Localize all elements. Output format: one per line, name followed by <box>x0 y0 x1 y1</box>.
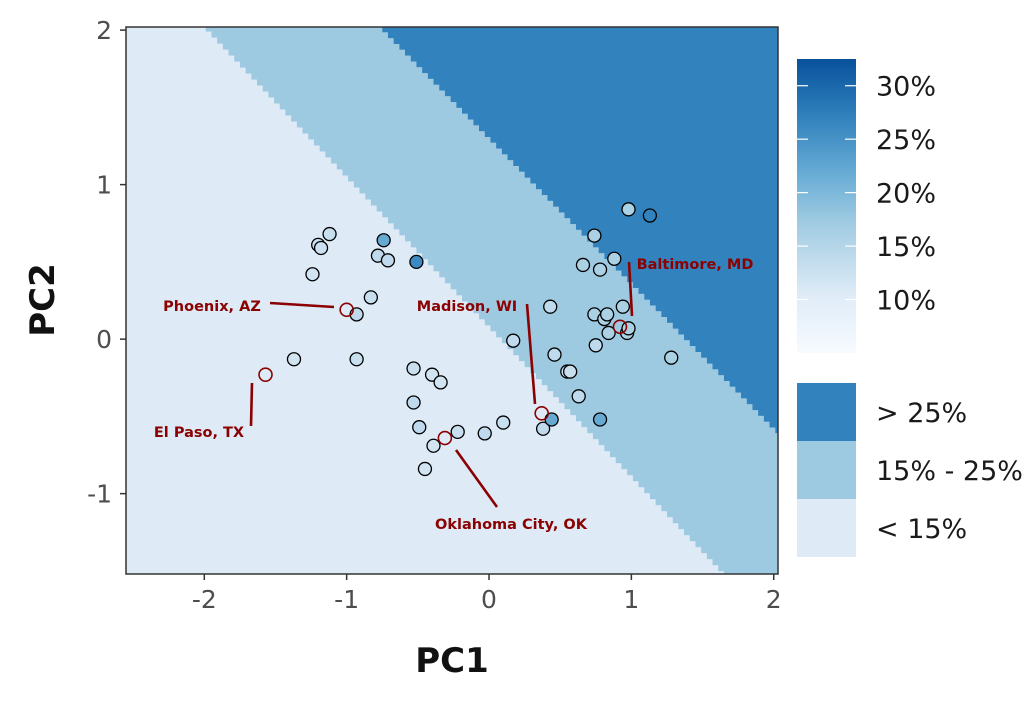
plot-border <box>125 26 779 575</box>
data-point <box>621 202 636 217</box>
band-mid <box>126 27 778 574</box>
data-point <box>406 361 421 376</box>
discrete-legend-label: > 25% <box>876 398 967 429</box>
data-point <box>544 412 559 427</box>
data-point <box>592 262 608 277</box>
discrete-legend-label: 15% - 25% <box>876 456 1023 487</box>
x-tick-label: 0 <box>481 585 497 614</box>
data-point <box>417 461 433 477</box>
data-point <box>506 333 521 348</box>
data-point <box>601 325 616 341</box>
data-point <box>664 350 679 365</box>
city-point <box>534 405 549 421</box>
data-point <box>607 251 622 266</box>
continuous-legend-label: 25% <box>876 125 936 156</box>
data-points <box>258 202 679 477</box>
data-point <box>363 290 379 305</box>
data-point <box>477 426 492 441</box>
data-point <box>563 364 578 379</box>
city-connector <box>454 449 499 508</box>
background-bands <box>126 27 778 574</box>
data-point <box>615 299 630 314</box>
data-point <box>571 389 586 404</box>
data-point <box>380 253 396 268</box>
data-point <box>376 233 391 248</box>
band-high <box>126 27 778 434</box>
y-tick-label: 2 <box>96 16 112 45</box>
continuous-legend-label: 30% <box>876 72 936 103</box>
data-point <box>592 412 608 427</box>
data-point <box>496 415 511 430</box>
discrete-legend-key <box>797 499 856 557</box>
city-point <box>339 302 354 318</box>
discrete-legend-key <box>797 383 856 441</box>
city-point <box>437 430 453 446</box>
city-labels: Phoenix, AZ El Paso, TX Madison, WI Baltimo… <box>154 257 753 533</box>
y-tick-label: 1 <box>96 171 112 200</box>
discrete-legend-key <box>797 441 856 499</box>
data-point <box>547 347 562 362</box>
city-label: Oklahoma City, OK <box>435 517 588 533</box>
city-label: Madison, WI <box>417 299 517 315</box>
data-point <box>286 352 302 367</box>
data-point <box>426 438 441 453</box>
city-point <box>258 367 273 382</box>
data-point <box>450 424 465 439</box>
city-connector <box>249 382 254 427</box>
continuous-legend-label: 20% <box>876 179 936 210</box>
continuous-legend: 30% 25% 20% 15% 10% <box>797 59 936 353</box>
data-point <box>543 299 558 314</box>
data-point <box>535 421 551 436</box>
city-label: Baltimore, MD <box>637 257 754 273</box>
discrete-legend-label: < 15% <box>876 514 967 545</box>
city-connector <box>627 261 634 317</box>
city-connector <box>269 301 335 309</box>
x-tick-label: -1 <box>334 585 359 614</box>
discrete-legend: > 25% 15% - 25% < 15% <box>797 383 1023 557</box>
data-point <box>305 267 320 282</box>
data-point <box>412 420 427 435</box>
city-connector <box>525 303 537 405</box>
city-label: Phoenix, AZ <box>163 299 261 315</box>
data-point <box>322 226 337 242</box>
y-tick-label: -1 <box>87 480 112 509</box>
label-connectors <box>249 261 634 508</box>
continuous-legend-label: 10% <box>876 286 936 317</box>
data-point <box>575 257 591 273</box>
continuous-legend-label: 15% <box>876 232 936 263</box>
city-point <box>612 319 628 335</box>
data-point <box>406 395 421 410</box>
data-point <box>588 338 603 353</box>
x-axis: -2 -1 0 1 2 <box>192 574 782 614</box>
continuous-legend-bar <box>797 59 856 353</box>
x-axis-title: PC1 <box>415 641 489 681</box>
y-axis: -1 0 1 2 <box>87 16 126 509</box>
data-point <box>349 352 364 367</box>
y-axis-title: PC2 <box>23 263 63 337</box>
data-point <box>600 307 615 322</box>
data-point <box>409 254 424 270</box>
data-point <box>433 375 448 390</box>
y-tick-label: 0 <box>96 325 112 354</box>
data-point <box>642 208 658 223</box>
data-point <box>313 240 329 256</box>
data-point <box>587 228 602 243</box>
x-tick-label: 2 <box>766 585 782 614</box>
city-label: El Paso, TX <box>154 425 244 441</box>
x-tick-label: -2 <box>192 585 217 614</box>
band-low <box>126 27 778 574</box>
x-tick-label: 1 <box>623 585 639 614</box>
